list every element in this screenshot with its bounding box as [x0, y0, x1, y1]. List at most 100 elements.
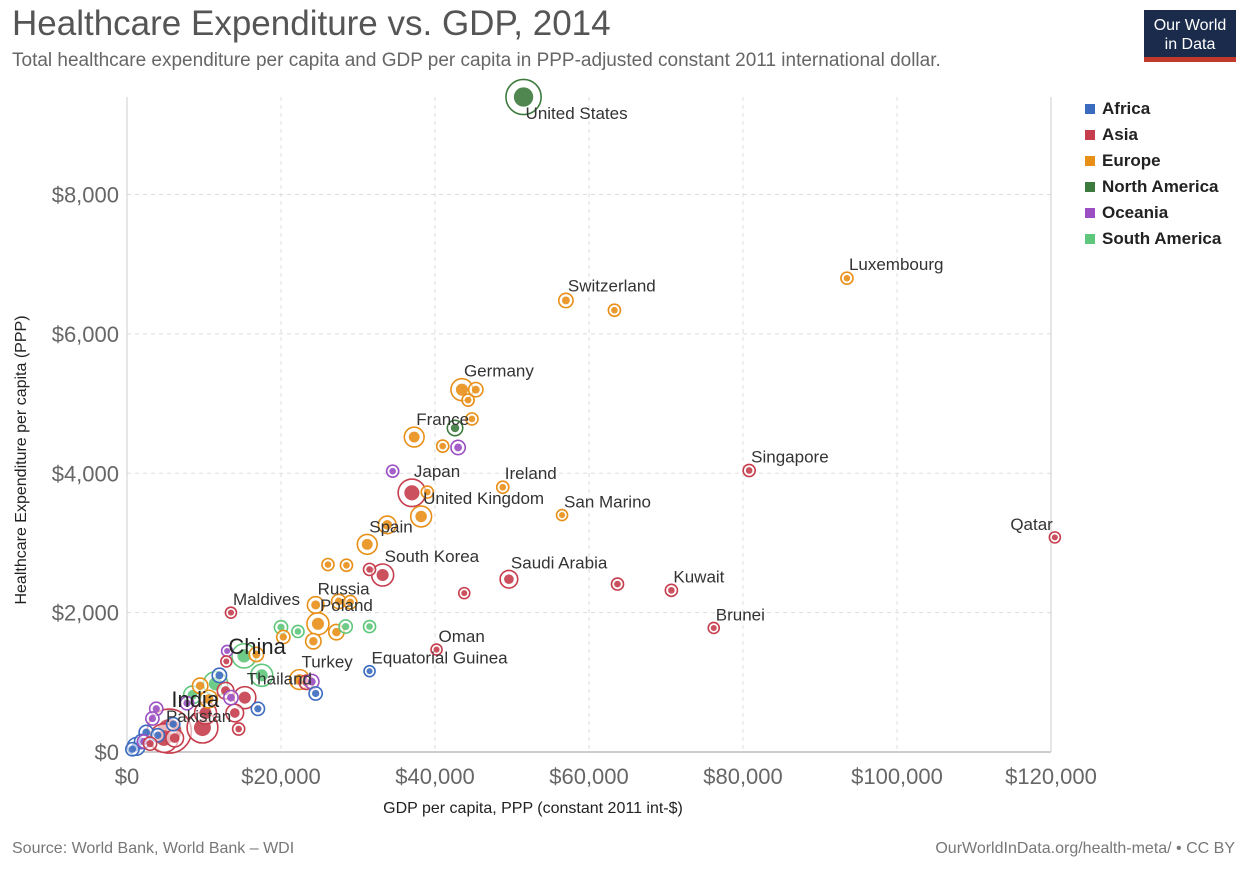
y-tick-label: $4,000 [52, 461, 119, 486]
point-label: Thailand [247, 670, 312, 689]
point-label: Equatorial Guinea [372, 649, 509, 668]
legend-item[interactable]: South America [1085, 226, 1221, 252]
data-point-core [227, 693, 235, 702]
data-point-core [346, 598, 354, 606]
point-label: Ireland [505, 464, 557, 483]
legend-label: North America [1102, 177, 1219, 196]
data-point-core [215, 671, 224, 680]
point-label: Spain [369, 517, 412, 536]
data-point-core [237, 649, 251, 663]
data-point-core [169, 720, 177, 728]
data-point-core [471, 385, 480, 394]
legend: Africa Asia Europe North America Oceania Sout… [1085, 96, 1221, 252]
legend-item[interactable]: Africa [1085, 96, 1221, 122]
data-point-core [464, 396, 472, 404]
legend-swatch [1085, 104, 1095, 114]
owid-logo[interactable]: Our World in Data [1144, 10, 1236, 62]
data-point-core [238, 691, 251, 704]
data-point-core [376, 568, 389, 582]
x-tick-label: $0 [115, 764, 139, 789]
point-label: China [228, 634, 286, 659]
chart-title: Healthcare Expenditure vs. GDP, 2014 [12, 4, 611, 43]
point-label: United Kingdom [423, 489, 544, 508]
data-point-core [183, 699, 191, 707]
point-label: Switzerland [568, 276, 656, 295]
data-point-core [361, 538, 373, 550]
legend-item[interactable]: Asia [1085, 122, 1221, 148]
legend-item[interactable]: North America [1085, 174, 1221, 200]
point-label: Pakistan [166, 707, 231, 726]
data-point-core [423, 488, 431, 496]
footer-link[interactable]: OurWorldInData.org/health-meta/ • CC BY [935, 840, 1235, 857]
data-point-core [614, 580, 621, 588]
data-point-core [309, 636, 318, 646]
point-label: Turkey [301, 653, 353, 672]
point-label: Germany [464, 362, 534, 381]
point-label: Singapore [751, 447, 829, 466]
point-label: India [171, 687, 219, 712]
data-point-core [433, 646, 440, 653]
data-point-core [203, 694, 214, 704]
data-point-core [611, 306, 618, 314]
legend-label: South America [1102, 229, 1222, 248]
legend-label: Africa [1102, 99, 1151, 118]
data-point-core [843, 274, 851, 282]
data-point-core [343, 561, 350, 569]
data-point-core [559, 512, 566, 519]
legend-swatch [1085, 156, 1095, 166]
logo-line-1: Our World [1153, 17, 1227, 34]
data-point-core [255, 669, 268, 682]
data-point-core [312, 689, 320, 698]
data-point-core [408, 431, 420, 443]
point-label: Saudi Arabia [511, 553, 608, 572]
legend-item[interactable]: Europe [1085, 148, 1221, 174]
data-point-core [455, 383, 469, 396]
data-point-core [279, 633, 287, 641]
point-label: Maldives [233, 590, 300, 609]
data-point-core [561, 296, 570, 305]
data-point-core [439, 442, 447, 450]
x-tick-label: $60,000 [549, 764, 629, 789]
data-point-core [668, 587, 675, 594]
chart-subtitle: Total healthcare expenditure per capita … [12, 50, 941, 71]
data-point-core [224, 647, 231, 654]
data-point-core [152, 705, 160, 713]
data-point-core [294, 628, 302, 635]
data-point-core [334, 597, 343, 606]
legend-label: Europe [1102, 151, 1161, 170]
data-point-core [404, 485, 420, 501]
y-tick-label: $2,000 [52, 601, 119, 626]
x-tick-label: $20,000 [241, 764, 321, 789]
data-point-core [195, 681, 205, 691]
data-point-core [461, 590, 468, 597]
tick-labels: $0 $20,000 $40,000 $60,000 $80,000 $100,000 $1… [52, 183, 1097, 789]
legend-swatch [1085, 234, 1095, 244]
logo-line-2: in Data [1164, 36, 1216, 53]
legend-label: Asia [1102, 125, 1138, 144]
data-point-core [277, 623, 285, 631]
data-point-core [366, 623, 373, 630]
data-point-core [128, 745, 137, 753]
data-point-core [311, 617, 325, 630]
data-point-core [254, 705, 262, 713]
data-point-core [382, 520, 393, 530]
point-label: San Marino [564, 493, 651, 512]
data-point-core [504, 574, 514, 585]
data-point-core [324, 561, 332, 568]
data-point-core [1051, 534, 1058, 541]
data-point-core [450, 423, 460, 433]
point-label: South Korea [385, 547, 480, 566]
x-tick-label: $120,000 [1005, 764, 1097, 789]
y-tick-label: $6,000 [52, 322, 119, 347]
x-tick-label: $100,000 [851, 764, 943, 789]
data-point-core [513, 87, 534, 107]
data-point-core [415, 510, 427, 523]
y-tick-label: $0 [95, 740, 119, 765]
point-labels: United States Luxembourg Switzerland German… [166, 104, 1053, 726]
data-point-core [199, 706, 212, 720]
data-point-core [154, 731, 162, 739]
legend-item[interactable]: Oceania [1085, 200, 1221, 226]
point-label: Oman [439, 627, 485, 646]
point-label: Russia [318, 580, 371, 599]
